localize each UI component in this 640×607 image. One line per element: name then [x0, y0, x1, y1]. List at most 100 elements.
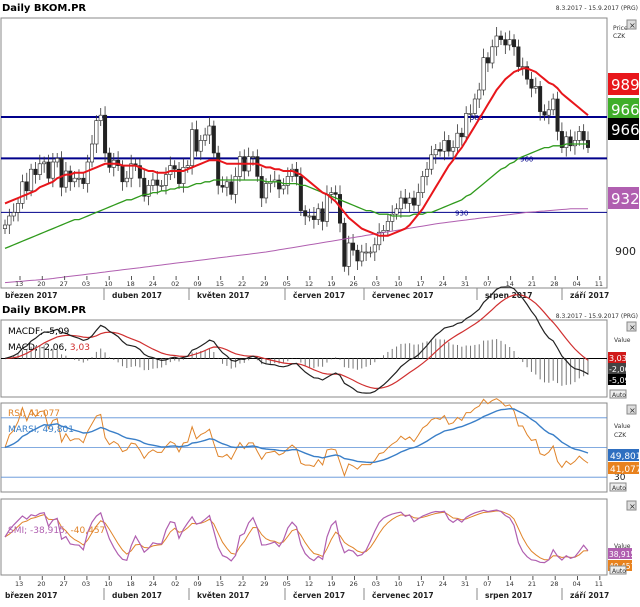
candle	[416, 192, 421, 206]
candle	[255, 156, 260, 177]
candle	[516, 46, 521, 67]
candle	[372, 244, 377, 253]
rsi-value-box	[608, 449, 639, 461]
x-tick-label: 10	[394, 580, 402, 588]
price-close-button[interactable]	[626, 19, 637, 30]
x-tick-label: 10	[104, 580, 112, 588]
candle	[411, 197, 416, 206]
hline-label-983: 983	[470, 114, 483, 122]
macd-auto-label: Auto	[612, 392, 626, 399]
candle	[259, 176, 264, 199]
rsi-auto-button[interactable]	[609, 482, 627, 492]
candle	[559, 131, 564, 148]
x-month-label: září 2017	[570, 591, 609, 600]
candle	[459, 132, 464, 138]
x-tick-label: 05	[283, 580, 291, 588]
price-controls[interactable]: ×	[626, 19, 637, 30]
rsi-axis-unit: CZK	[614, 432, 627, 439]
macd-line	[4, 286, 589, 394]
macd-layer: 3,03 -2,06 -5,09	[1, 286, 630, 394]
x-tick-label: 27	[60, 580, 68, 588]
rsi-controls[interactable]: ×	[626, 404, 637, 415]
x-tick-label: 22	[238, 580, 246, 588]
x-tick-label: 22	[238, 280, 246, 288]
candle	[146, 185, 151, 197]
rsi-close-button[interactable]	[626, 404, 637, 415]
smi-auto-button[interactable]	[609, 565, 627, 575]
x-tick-label: 12	[305, 580, 313, 588]
price-pane	[0, 17, 608, 289]
macd-value-label: -2,06	[609, 365, 630, 374]
candle	[250, 156, 255, 158]
rsi-tick-30: 30	[614, 473, 626, 483]
candle	[446, 140, 451, 152]
candle	[55, 158, 60, 163]
x-tick-label: 27	[60, 280, 68, 288]
candle	[581, 131, 586, 141]
x-tick-label: 14	[506, 580, 514, 588]
x-tick-label: 26	[350, 280, 358, 288]
x-tick-label: 10	[394, 280, 402, 288]
candle	[198, 140, 203, 152]
candle	[438, 149, 443, 152]
candle	[477, 89, 482, 100]
candle	[538, 86, 543, 112]
candle	[551, 98, 556, 111]
candle	[329, 192, 334, 195]
x-tick-label: 09	[193, 580, 201, 588]
candle	[490, 46, 495, 64]
x-tick-label: 18	[127, 280, 135, 288]
candle	[407, 197, 412, 204]
x-month-label: červenec 2017	[372, 291, 434, 300]
candle	[572, 140, 577, 147]
x-tick-label: 12	[305, 280, 313, 288]
candle	[512, 39, 517, 48]
macd-value-box	[608, 352, 626, 363]
x-tick-label: 17	[416, 280, 424, 288]
macd-auto-button[interactable]	[609, 389, 627, 399]
candle	[94, 120, 99, 145]
chart-title: Daily BKOM.PR	[2, 3, 86, 14]
candle	[568, 136, 573, 147]
x-tick-label: 17	[416, 580, 424, 588]
x-tick-label: 03	[372, 280, 380, 288]
auto-buttons[interactable]: Auto Auto Auto	[609, 389, 627, 575]
candle	[211, 125, 216, 154]
candle	[107, 152, 112, 168]
candle	[303, 210, 308, 217]
candle	[298, 176, 303, 211]
macd-legend: MACD; -2,06, 3,03	[8, 343, 90, 353]
candle	[2, 224, 8, 229]
x-tick-label: 02	[171, 580, 179, 588]
candle	[390, 213, 395, 222]
candle	[120, 165, 125, 183]
smi-close-button[interactable]	[626, 500, 637, 511]
candle	[277, 179, 282, 190]
candle	[503, 39, 508, 46]
macd-close-button[interactable]	[626, 321, 637, 332]
x-tick-label: 09	[193, 280, 201, 288]
last-value-box	[608, 98, 639, 120]
x-tick-label: 07	[483, 280, 491, 288]
x-month-label: září 2017	[570, 291, 609, 300]
candle	[194, 129, 199, 152]
candle	[281, 185, 286, 190]
x-tick-label: 11	[595, 280, 603, 288]
candle	[20, 181, 25, 204]
candle	[577, 131, 582, 141]
x-month-label: květen 2017	[197, 291, 249, 300]
rsi-layer: 30 49,801 41,077	[1, 398, 640, 483]
candle	[46, 161, 51, 179]
marsi-line	[4, 407, 589, 464]
smi-controls[interactable]: ×	[626, 500, 637, 511]
x-tick-label: 19	[327, 280, 335, 288]
rsi-value-label: 49,801	[610, 452, 640, 462]
candle	[33, 168, 38, 175]
ma-slow-line	[4, 208, 588, 284]
macd-controls[interactable]: ×	[626, 321, 637, 332]
x-month-label: květen 2017	[197, 591, 249, 600]
candle	[498, 35, 503, 40]
last-value-label: 932	[611, 190, 640, 208]
